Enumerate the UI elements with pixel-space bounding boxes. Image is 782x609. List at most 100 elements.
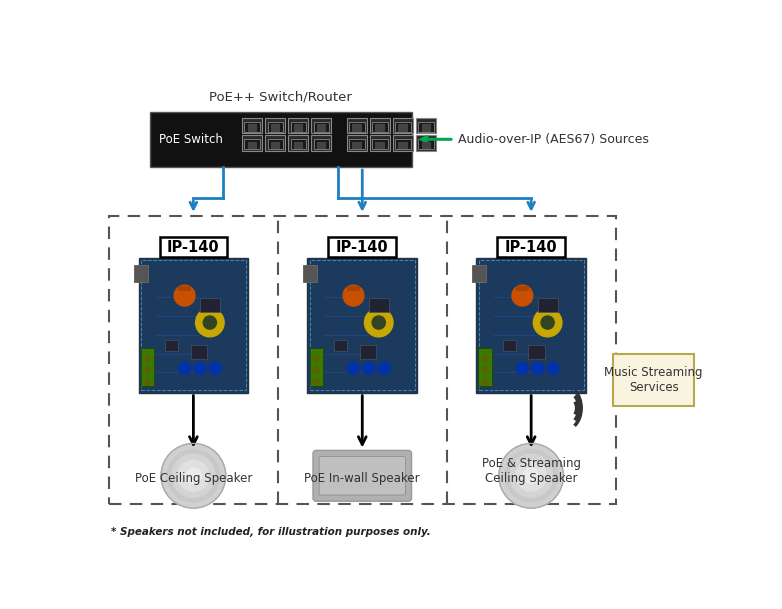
FancyBboxPatch shape <box>350 122 364 132</box>
FancyBboxPatch shape <box>245 139 260 149</box>
FancyBboxPatch shape <box>479 348 492 386</box>
FancyBboxPatch shape <box>396 122 411 132</box>
Circle shape <box>203 316 217 329</box>
FancyBboxPatch shape <box>516 286 529 291</box>
Text: PoE++ Switch/Router: PoE++ Switch/Router <box>210 91 352 104</box>
FancyBboxPatch shape <box>375 142 385 149</box>
FancyBboxPatch shape <box>178 286 191 291</box>
Circle shape <box>343 285 364 306</box>
FancyBboxPatch shape <box>350 139 364 149</box>
Circle shape <box>144 367 151 373</box>
FancyBboxPatch shape <box>294 124 303 132</box>
FancyBboxPatch shape <box>538 298 558 312</box>
Circle shape <box>210 362 221 375</box>
Circle shape <box>512 285 533 306</box>
Text: Music Streaming
Services: Music Streaming Services <box>604 366 703 394</box>
FancyBboxPatch shape <box>421 124 431 132</box>
Circle shape <box>482 367 488 373</box>
Circle shape <box>144 355 151 362</box>
FancyBboxPatch shape <box>347 135 367 151</box>
FancyBboxPatch shape <box>319 457 405 495</box>
FancyBboxPatch shape <box>317 142 326 149</box>
FancyBboxPatch shape <box>314 122 329 132</box>
Circle shape <box>533 308 562 337</box>
FancyBboxPatch shape <box>303 265 317 282</box>
FancyBboxPatch shape <box>360 345 376 359</box>
Text: PoE & Streaming
Ceiling Speaker: PoE & Streaming Ceiling Speaker <box>482 457 581 485</box>
Text: PoE Switch: PoE Switch <box>159 133 223 146</box>
FancyBboxPatch shape <box>291 122 306 132</box>
FancyBboxPatch shape <box>267 122 283 132</box>
FancyBboxPatch shape <box>242 118 262 133</box>
FancyBboxPatch shape <box>313 451 411 501</box>
FancyBboxPatch shape <box>165 340 178 351</box>
Text: IP-140: IP-140 <box>336 239 389 255</box>
Circle shape <box>347 362 360 375</box>
FancyBboxPatch shape <box>375 124 385 132</box>
FancyBboxPatch shape <box>352 124 361 132</box>
FancyBboxPatch shape <box>393 118 413 133</box>
FancyBboxPatch shape <box>372 139 388 149</box>
FancyBboxPatch shape <box>291 139 306 149</box>
FancyBboxPatch shape <box>347 118 367 133</box>
FancyBboxPatch shape <box>242 135 262 151</box>
FancyBboxPatch shape <box>310 348 323 386</box>
Circle shape <box>516 460 547 491</box>
Circle shape <box>161 443 226 508</box>
FancyBboxPatch shape <box>503 340 516 351</box>
FancyBboxPatch shape <box>497 237 565 257</box>
Circle shape <box>510 454 553 498</box>
Text: IP-140: IP-140 <box>167 239 220 255</box>
FancyBboxPatch shape <box>265 135 285 151</box>
FancyBboxPatch shape <box>370 118 390 133</box>
FancyBboxPatch shape <box>294 142 303 149</box>
FancyBboxPatch shape <box>369 298 389 312</box>
Circle shape <box>178 460 209 491</box>
FancyBboxPatch shape <box>191 345 207 359</box>
FancyBboxPatch shape <box>416 118 436 133</box>
Circle shape <box>174 285 195 306</box>
FancyBboxPatch shape <box>314 139 329 149</box>
FancyBboxPatch shape <box>393 135 413 151</box>
Text: PoE Ceiling Speaker: PoE Ceiling Speaker <box>135 472 252 485</box>
Circle shape <box>144 379 151 385</box>
FancyBboxPatch shape <box>311 135 332 151</box>
FancyBboxPatch shape <box>399 142 407 149</box>
FancyBboxPatch shape <box>160 237 228 257</box>
FancyBboxPatch shape <box>311 118 332 133</box>
Circle shape <box>372 316 386 329</box>
FancyBboxPatch shape <box>399 124 407 132</box>
Circle shape <box>185 468 201 484</box>
Circle shape <box>482 379 488 385</box>
FancyBboxPatch shape <box>421 142 431 149</box>
Circle shape <box>532 362 543 375</box>
FancyBboxPatch shape <box>370 135 390 151</box>
Circle shape <box>363 362 375 375</box>
Text: IP-140: IP-140 <box>505 239 558 255</box>
FancyBboxPatch shape <box>613 354 694 406</box>
FancyBboxPatch shape <box>529 345 545 359</box>
FancyBboxPatch shape <box>134 265 149 282</box>
Circle shape <box>313 367 320 373</box>
FancyBboxPatch shape <box>267 139 283 149</box>
FancyBboxPatch shape <box>396 139 411 149</box>
FancyBboxPatch shape <box>150 111 411 167</box>
FancyBboxPatch shape <box>372 122 388 132</box>
Circle shape <box>378 362 390 375</box>
FancyBboxPatch shape <box>248 124 256 132</box>
FancyBboxPatch shape <box>416 135 436 151</box>
Circle shape <box>364 308 393 337</box>
FancyBboxPatch shape <box>352 142 361 149</box>
FancyBboxPatch shape <box>334 340 347 351</box>
Text: * Speakers not included, for illustration purposes only.: * Speakers not included, for illustratio… <box>111 527 431 537</box>
Circle shape <box>523 468 539 484</box>
FancyBboxPatch shape <box>271 142 280 149</box>
FancyBboxPatch shape <box>289 118 308 133</box>
FancyBboxPatch shape <box>307 258 417 393</box>
FancyBboxPatch shape <box>317 124 326 132</box>
FancyBboxPatch shape <box>271 124 280 132</box>
Circle shape <box>167 449 220 502</box>
Circle shape <box>313 355 320 362</box>
FancyBboxPatch shape <box>328 237 396 257</box>
Circle shape <box>178 362 191 375</box>
